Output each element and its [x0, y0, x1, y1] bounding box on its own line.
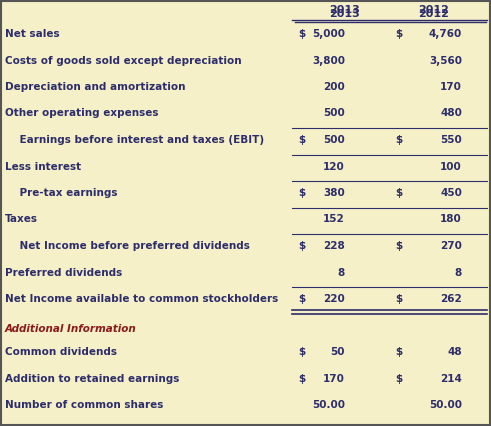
- Text: $: $: [395, 374, 402, 383]
- Text: $: $: [298, 347, 305, 357]
- Text: Costs of goods sold except depreciation: Costs of goods sold except depreciation: [5, 55, 242, 66]
- Text: 550: 550: [440, 135, 462, 145]
- Text: Net Income before preferred dividends: Net Income before preferred dividends: [5, 241, 250, 251]
- Text: Net sales: Net sales: [5, 29, 59, 39]
- Text: 5,000: 5,000: [312, 29, 345, 39]
- Text: 8: 8: [338, 268, 345, 277]
- Text: 180: 180: [440, 215, 462, 225]
- Text: 2013: 2013: [329, 5, 360, 15]
- Text: Number of common shares: Number of common shares: [5, 400, 164, 410]
- Text: 48: 48: [447, 347, 462, 357]
- Text: 228: 228: [323, 241, 345, 251]
- Text: Addition to retained earnings: Addition to retained earnings: [5, 374, 179, 383]
- Text: Less interest: Less interest: [5, 161, 81, 172]
- Text: 100: 100: [440, 161, 462, 172]
- Text: 120: 120: [323, 161, 345, 172]
- Text: Earnings before interest and taxes (EBIT): Earnings before interest and taxes (EBIT…: [5, 135, 264, 145]
- Text: 170: 170: [440, 82, 462, 92]
- Text: 262: 262: [440, 294, 462, 304]
- Text: 220: 220: [323, 294, 345, 304]
- Text: Pre-tax earnings: Pre-tax earnings: [5, 188, 117, 198]
- Text: 380: 380: [323, 188, 345, 198]
- Text: 2013: 2013: [329, 9, 360, 19]
- Text: $: $: [298, 374, 305, 383]
- Text: $: $: [395, 294, 402, 304]
- Text: Depreciation and amortization: Depreciation and amortization: [5, 82, 186, 92]
- Text: Other operating expenses: Other operating expenses: [5, 109, 159, 118]
- Text: Net Income available to common stockholders: Net Income available to common stockhold…: [5, 294, 278, 304]
- Text: $: $: [395, 135, 402, 145]
- Text: 500: 500: [323, 109, 345, 118]
- Text: 500: 500: [323, 135, 345, 145]
- Text: $: $: [395, 188, 402, 198]
- Text: Taxes: Taxes: [5, 215, 38, 225]
- Text: 3,560: 3,560: [429, 55, 462, 66]
- Text: 152: 152: [323, 215, 345, 225]
- Text: $: $: [395, 29, 402, 39]
- Text: 270: 270: [440, 241, 462, 251]
- Text: 3,800: 3,800: [312, 55, 345, 66]
- Text: 50.00: 50.00: [312, 400, 345, 410]
- Text: 450: 450: [440, 188, 462, 198]
- Text: 8: 8: [455, 268, 462, 277]
- Text: 170: 170: [323, 374, 345, 383]
- Text: $: $: [298, 188, 305, 198]
- Text: 2012: 2012: [418, 9, 449, 19]
- Text: Preferred dividends: Preferred dividends: [5, 268, 122, 277]
- Text: Additional Information: Additional Information: [5, 325, 137, 334]
- Text: 200: 200: [323, 82, 345, 92]
- Text: 214: 214: [440, 374, 462, 383]
- Text: 50.00: 50.00: [429, 400, 462, 410]
- Text: 480: 480: [440, 109, 462, 118]
- Text: Common dividends: Common dividends: [5, 347, 117, 357]
- Text: 4,760: 4,760: [429, 29, 462, 39]
- Text: 2012: 2012: [418, 5, 449, 15]
- Text: 50: 50: [330, 347, 345, 357]
- Text: $: $: [395, 241, 402, 251]
- Text: $: $: [298, 294, 305, 304]
- Text: $: $: [298, 135, 305, 145]
- Text: $: $: [298, 241, 305, 251]
- Text: $: $: [395, 347, 402, 357]
- Text: $: $: [298, 29, 305, 39]
